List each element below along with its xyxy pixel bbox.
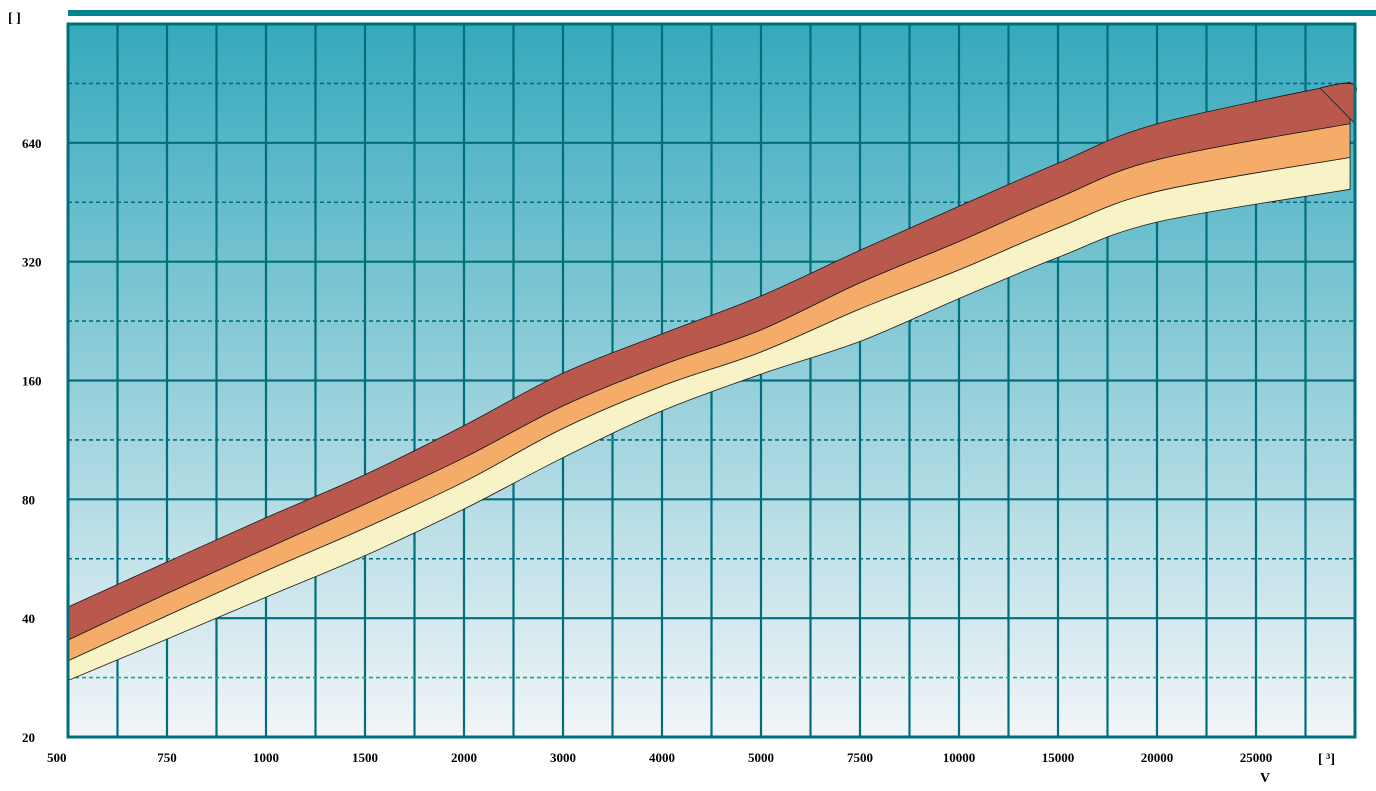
- x-tick-label: 500: [47, 750, 67, 765]
- y-tick-label: 640: [22, 136, 42, 151]
- x-tick-label: 5000: [748, 750, 774, 765]
- x-tick-label: 20000: [1141, 750, 1174, 765]
- x-tick-label: 7500: [847, 750, 873, 765]
- y-tick-label: 80: [22, 492, 35, 507]
- band-high: [67, 81, 1351, 641]
- x-unit-bracket: [ ³]: [1318, 752, 1335, 767]
- x-tick-label: 750: [157, 750, 177, 765]
- x-tick-label: 1500: [352, 750, 378, 765]
- x-tick-label: 2000: [451, 750, 477, 765]
- y-tick-label: 320: [22, 255, 42, 270]
- y-unit-bracket: [ ]: [8, 11, 21, 26]
- y-tick-label: 20: [22, 730, 35, 745]
- bands: [67, 81, 1357, 682]
- x-tick-label: 3000: [550, 750, 576, 765]
- tick-labels: 500 750 1000 1500 2000 3000 4000 5000 7500 10000 1…: [22, 136, 1272, 765]
- plot-frame: [66, 22, 1357, 739]
- x-axis-label: V: [1260, 771, 1270, 786]
- x-tick-label: 15000: [1042, 750, 1075, 765]
- x-tick-label: 25000: [1240, 750, 1273, 765]
- y-tick-label: 40: [22, 611, 35, 626]
- x-tick-label: 1000: [253, 750, 279, 765]
- x-tick-label: 4000: [649, 750, 675, 765]
- x-tick-label: 10000: [943, 750, 976, 765]
- y-tick-label: 160: [22, 374, 42, 389]
- top-bar: [68, 10, 1376, 16]
